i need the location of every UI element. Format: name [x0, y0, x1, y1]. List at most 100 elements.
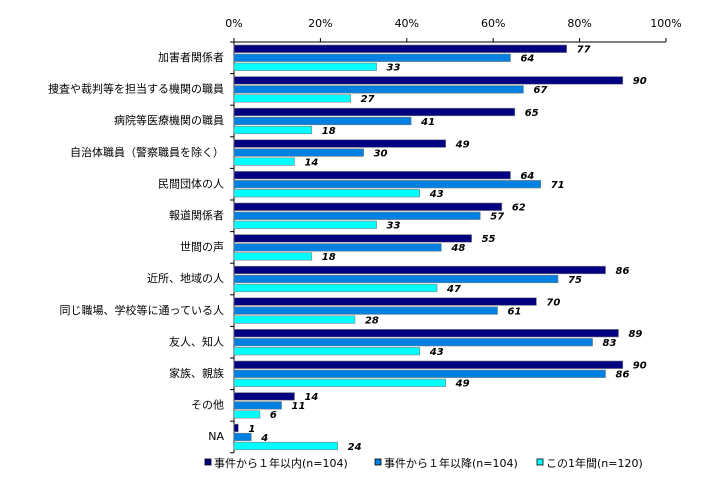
legend-swatch	[374, 458, 382, 466]
data-label: 4	[260, 433, 268, 444]
category-label: NA	[208, 430, 224, 443]
data-label: 47	[446, 284, 461, 295]
x-tick-label: 80%	[567, 17, 591, 30]
legend-label: この1年間(n=120)	[546, 456, 643, 470]
data-label: 57	[490, 212, 504, 223]
bar-2	[233, 243, 442, 252]
data-label: 30	[374, 148, 388, 159]
data-label: 28	[365, 315, 379, 326]
category-label: 友人、知人	[169, 334, 224, 348]
bar-3	[233, 220, 377, 229]
legend-label: 事件から１年以降(n=104)	[384, 456, 518, 470]
bar-3	[233, 283, 438, 293]
data-label: 77	[577, 45, 591, 56]
category-label: 家族、親族	[169, 366, 224, 380]
data-label: 64	[520, 54, 534, 65]
bar-2	[233, 369, 606, 378]
data-label: 14	[304, 157, 318, 168]
bar-3	[233, 410, 261, 419]
data-label: 75	[568, 275, 582, 286]
category-label: 病院等医療機関の職員	[114, 113, 224, 127]
data-label: 33	[387, 221, 401, 232]
bar-1	[233, 202, 503, 211]
data-label: 18	[322, 126, 336, 137]
data-label: 55	[482, 234, 496, 245]
bar-1	[233, 44, 567, 53]
category-label: 同じ職場、学校等に通っている人	[60, 303, 224, 317]
bar-1	[233, 139, 446, 148]
bar-2	[233, 116, 412, 126]
data-label: 67	[533, 85, 547, 96]
bar-3	[233, 125, 313, 135]
data-label: 86	[616, 370, 630, 381]
x-tick-label: 100%	[650, 17, 681, 30]
bar-3	[233, 441, 338, 451]
data-label: 6	[270, 410, 277, 421]
data-label: 11	[292, 401, 306, 412]
bar-3	[233, 315, 356, 324]
category-label: その他	[191, 399, 224, 412]
bar-1	[233, 297, 537, 306]
data-label: 49	[455, 379, 470, 390]
data-label: 43	[429, 347, 444, 358]
x-tick-label: 60%	[481, 17, 505, 30]
data-label: 89	[628, 329, 642, 340]
category-label: 世間の声	[180, 240, 224, 254]
x-tick-label: 0%	[225, 17, 242, 30]
data-label: 64	[520, 171, 534, 182]
data-label: 33	[387, 63, 401, 74]
bar-3	[233, 189, 421, 198]
data-label: 49	[455, 139, 470, 150]
data-label: 70	[546, 297, 560, 308]
bar-1	[233, 76, 624, 85]
legend-label: 事件から１年以内(n=104)	[214, 456, 348, 470]
category-label: 民間団体の人	[158, 176, 224, 190]
bar-2	[233, 306, 498, 315]
bar-2	[233, 53, 511, 62]
x-tick-label: 40%	[395, 17, 419, 30]
data-label: 43	[429, 189, 444, 200]
bar-1	[233, 107, 516, 117]
bar-3	[233, 157, 295, 166]
data-label: 90	[633, 361, 647, 372]
data-label: 61	[508, 306, 522, 317]
data-label: 65	[525, 108, 539, 119]
data-label: 83	[603, 338, 617, 349]
data-label: 18	[322, 252, 336, 263]
data-label: 71	[551, 180, 565, 191]
bar-1	[233, 360, 624, 369]
data-label: 1	[248, 424, 255, 435]
bar-1	[233, 423, 239, 433]
data-label: 62	[512, 203, 526, 214]
x-tick-label: 20%	[308, 17, 332, 30]
category-label: 自治体職員（警察職員を除く）	[70, 145, 224, 159]
bar-2	[233, 180, 542, 189]
data-label: 48	[450, 243, 465, 254]
data-label: 86	[616, 266, 630, 277]
category-label: 近所、地域の人	[147, 272, 224, 285]
legend-swatch	[204, 458, 212, 466]
data-label: 14	[304, 392, 318, 403]
category-label: 加害者関係者	[158, 50, 224, 64]
data-label: 90	[633, 76, 647, 87]
bar-2	[233, 401, 282, 410]
bar-2	[233, 148, 364, 157]
category-label: 捜査や裁判等を担当する機関の職員	[48, 82, 224, 96]
data-label: 24	[348, 442, 362, 453]
data-label: 41	[420, 117, 435, 128]
bar-1	[233, 234, 472, 243]
bar-2	[233, 85, 524, 94]
bar-1	[233, 392, 295, 401]
bar-1	[233, 329, 619, 338]
bar-3	[233, 378, 446, 387]
bar-1	[233, 265, 606, 275]
bar-3	[233, 252, 313, 261]
category-label: 報道関係者	[169, 208, 224, 222]
bar-3	[233, 347, 421, 356]
bar-2	[233, 211, 481, 220]
bar-2	[233, 274, 559, 284]
bar-1	[233, 171, 511, 180]
bar-3	[233, 94, 351, 103]
